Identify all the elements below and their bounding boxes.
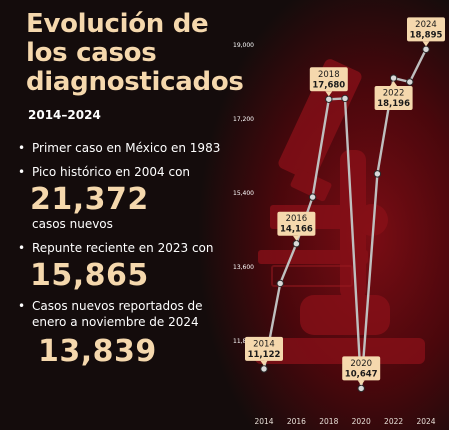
callout-box (309, 67, 348, 92)
callout-year: 2014 (253, 339, 275, 349)
data-point (422, 45, 430, 54)
callout-value: 10,647 (345, 369, 378, 379)
y-tick-label: 17,200 (233, 116, 254, 123)
callout-pointer (325, 91, 333, 97)
callout-pointer (422, 41, 430, 47)
callout-pointer (357, 380, 365, 386)
fact-recent-rebound: • Repunte reciente en 2023 con 15,865 (18, 240, 233, 292)
callout-pointer (292, 235, 300, 241)
x-tick-label: 2014 (254, 417, 273, 426)
y-tick-label: 15,400 (233, 190, 254, 197)
fact-text: Pico histórico en 2004 con (32, 165, 191, 179)
y-tick-label: 13,600 (233, 264, 254, 271)
callout-box (407, 17, 445, 42)
callout-pointer (260, 360, 268, 366)
data-point (260, 365, 268, 373)
x-tick-label: 2018 (319, 417, 338, 426)
bullet-icon: • (18, 241, 26, 255)
callout-year: 2020 (350, 359, 372, 369)
callout-year: 2022 (383, 89, 405, 99)
callout-box (245, 336, 283, 361)
callout-value: 18,196 (377, 99, 410, 109)
y-tick-label: 19,000 (233, 42, 254, 49)
callout-box (342, 356, 381, 381)
callout-value: 17,680 (312, 80, 345, 90)
callout-box (374, 86, 413, 111)
data-point (373, 170, 382, 178)
data-point (308, 193, 317, 201)
fact-big-number: 13,839 (38, 334, 157, 369)
bullet-icon: • (18, 299, 26, 313)
data-point (276, 279, 284, 288)
fact-text-after: casos nuevos (32, 217, 113, 231)
fact-text: Primer caso en México en 1983 (32, 141, 221, 155)
bullet-icon: • (18, 165, 26, 179)
bullet-icon: • (18, 141, 26, 155)
fact-big-number: 15,865 (30, 258, 149, 293)
data-point (357, 384, 365, 393)
callout-box (277, 211, 316, 236)
fact-text: Repunte reciente en 2023 con (32, 241, 214, 255)
callout-value: 18,895 (410, 30, 443, 40)
fact-historic-peak: • Pico histórico en 2004 con 21,372 caso… (18, 164, 233, 232)
callout-pointer (390, 81, 398, 87)
facts-list: • Primer caso en México en 1983 • Pico h… (18, 140, 233, 368)
chart-subtitle: 2014–2024 (28, 108, 101, 122)
x-tick-label: 2022 (384, 417, 403, 426)
callout-year: 2024 (415, 20, 437, 30)
fact-big-number: 21,372 (30, 182, 149, 217)
data-point (389, 74, 398, 82)
chart-title: Evolución de los casos diagnosticados (26, 9, 244, 97)
data-point (325, 95, 333, 103)
x-tick-label: 2016 (287, 417, 306, 426)
fact-text: Casos nuevos reportados de enero a novie… (32, 299, 203, 329)
x-tick-label: 2024 (416, 417, 435, 426)
callout-value: 14,166 (280, 225, 313, 235)
data-point (292, 240, 301, 248)
fact-2024-cases: • Casos nuevos reportados de enero a nov… (18, 298, 233, 368)
x-tick-label: 2020 (352, 417, 371, 426)
callout-year: 2018 (318, 70, 340, 80)
data-point (341, 94, 349, 103)
callout-year: 2016 (286, 214, 308, 224)
callout-value: 11,122 (248, 350, 281, 360)
fact-first-case: • Primer caso en México en 1983 (18, 140, 233, 156)
data-point (406, 78, 414, 86)
y-tick-label: 11,800 (233, 338, 254, 345)
